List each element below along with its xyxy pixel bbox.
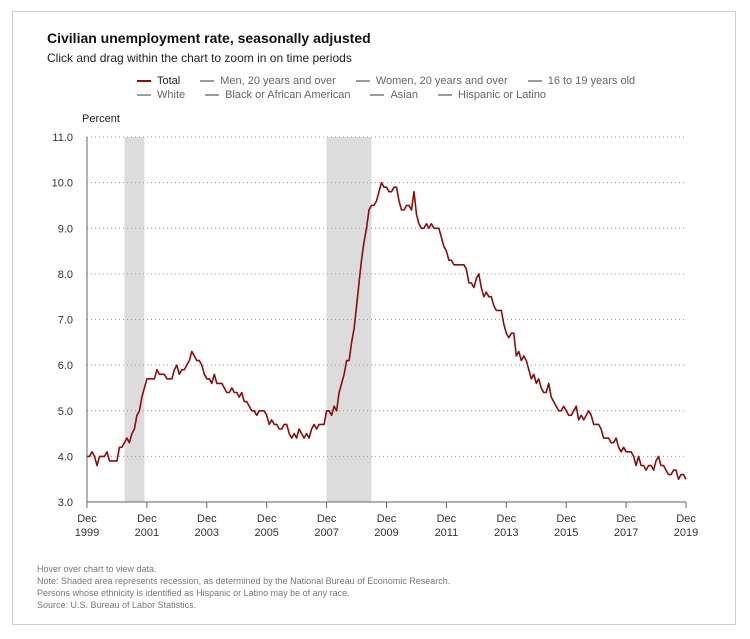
grid-layer: [87, 136, 686, 457]
series-line-total[interactable]: [87, 181, 687, 481]
legend-item-hispanic[interactable]: Hispanic or Latino: [438, 89, 546, 101]
legend-label-asian: Asian: [390, 89, 418, 101]
legend-swatch-asian: [370, 94, 385, 96]
legend-label-total: Total: [157, 75, 181, 87]
chart-title: Civilian unemployment rate, seasonally a…: [47, 30, 371, 46]
legend-item-men[interactable]: Men, 20 years and over: [200, 75, 336, 87]
y-tick-label-5: 8.0: [58, 269, 73, 281]
x-tick-month-9: Dec: [616, 513, 636, 525]
legend-row-2: White Black or African American Asian Hi…: [137, 89, 566, 101]
recession-band-1: [326, 137, 372, 502]
footnote-ethnicity: Persons whose ethnicity is identified as…: [37, 588, 350, 598]
x-tick-month-0: Dec: [77, 513, 97, 525]
legend-label-black: Black or African American: [225, 89, 351, 101]
x-tick-month-7: Dec: [497, 513, 517, 525]
legend-label-women: Women, 20 years and over: [375, 75, 508, 87]
y-tick-label-0: 3.0: [58, 497, 73, 509]
x-tick-month-3: Dec: [257, 513, 277, 525]
x-tick-month-2: Dec: [197, 513, 217, 525]
x-tick-year-10: 2019: [674, 527, 698, 539]
y-tick-label-1: 4.0: [58, 451, 73, 463]
x-tick-year-7: 2013: [494, 527, 518, 539]
x-tick-year-5: 2009: [374, 527, 398, 539]
footnote-recession: Note: Shaded area represents recession, …: [37, 576, 451, 586]
footnotes: Hover over chart to view data. Note: Sha…: [37, 563, 450, 611]
y-tick-label-3: 6.0: [58, 360, 73, 372]
x-tick-month-1: Dec: [137, 513, 157, 525]
x-tick-year-3: 2005: [254, 527, 278, 539]
x-tick-year-9: 2017: [614, 527, 638, 539]
legend-swatch-black: [205, 94, 220, 96]
x-tick-month-5: Dec: [377, 513, 397, 525]
footnote-hover: Hover over chart to view data.: [37, 564, 157, 574]
legend-item-teens[interactable]: 16 to 19 years old: [527, 75, 636, 87]
y-tick-label-4: 7.0: [58, 315, 73, 327]
x-tick-year-1: 2001: [135, 527, 159, 539]
legend-item-white[interactable]: White: [137, 89, 185, 101]
legend-item-black[interactable]: Black or African American: [205, 89, 350, 101]
series-layer[interactable]: [87, 181, 687, 481]
x-tick-month-6: Dec: [437, 513, 457, 525]
legend-label-men: Men, 20 years and over: [220, 75, 336, 87]
legend-label-white: White: [157, 89, 186, 101]
x-tick-year-2: 2003: [195, 527, 219, 539]
y-tick-label-6: 9.0: [58, 223, 73, 235]
y-tick-label-2: 5.0: [58, 406, 73, 418]
legend-item-women[interactable]: Women, 20 years and over: [355, 75, 508, 87]
x-tick-year-8: 2015: [554, 527, 578, 539]
legend-swatch-total: [137, 80, 151, 82]
legend-swatch-men: [200, 80, 215, 82]
legend-swatch-hispanic: [438, 94, 452, 96]
legend-swatch-women: [355, 80, 370, 82]
chart-subtitle: Click and drag within the chart to zoom …: [47, 51, 352, 65]
y-tick-label-7: 10.0: [52, 178, 73, 190]
x-tick-month-8: Dec: [556, 513, 576, 525]
legend-label-teens: 16 to 19 years old: [547, 75, 636, 87]
x-tick-month-4: Dec: [317, 513, 337, 525]
y-tick-label-8: 11.0: [52, 132, 73, 144]
legend-item-total[interactable]: Total: [137, 75, 180, 87]
y-axis-label: Percent: [82, 113, 120, 125]
axis-layer: 3.0 4.0 5.0 6.0 7.0 8.0 9.0 10.0 11.0 Dec 1999 Dec 2…: [52, 132, 699, 539]
legend-label-hispanic: Hispanic or Latino: [458, 89, 547, 101]
x-tick-year-4: 2007: [314, 527, 338, 539]
x-tick-year-0: 1999: [75, 527, 99, 539]
footnote-source: Source: U.S. Bureau of Labor Statistics.: [37, 600, 197, 610]
legend-item-asian[interactable]: Asian: [370, 89, 418, 101]
x-tick-year-6: 2011: [435, 527, 459, 539]
legend-swatch-white: [137, 94, 151, 96]
legend-row-1: Total Men, 20 years and over Women, 20 y…: [137, 75, 655, 87]
legend-swatch-teens: [527, 80, 542, 82]
x-tick-month-10: Dec: [676, 513, 696, 525]
